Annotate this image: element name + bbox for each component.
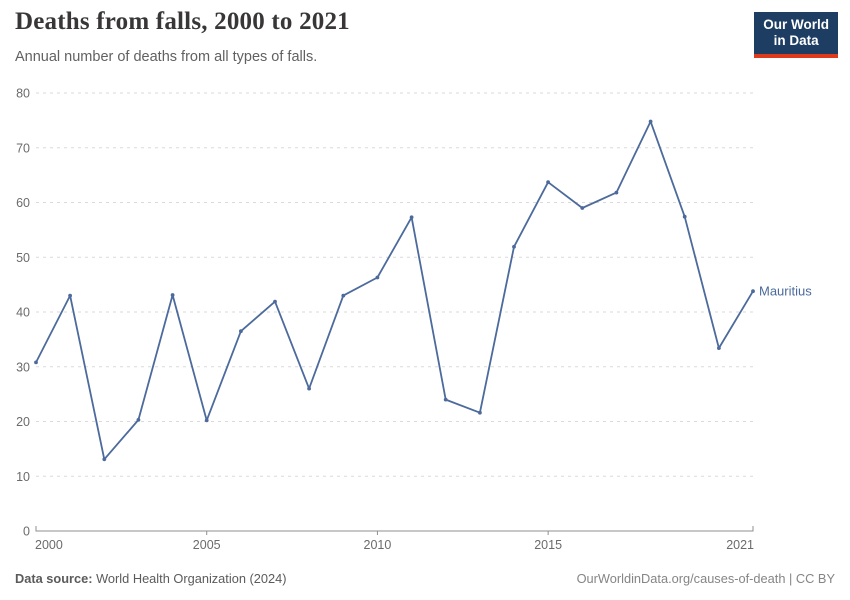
- data-point[interactable]: [239, 329, 243, 334]
- data-point[interactable]: [68, 293, 72, 298]
- data-point[interactable]: [443, 397, 448, 402]
- y-tick-label: 10: [16, 470, 30, 484]
- y-tick-label: 40: [16, 306, 30, 320]
- data-point[interactable]: [512, 244, 516, 249]
- chart-footer: Data source: World Health Organization (…: [15, 571, 835, 586]
- owid-logo-line2: in Data: [773, 33, 819, 49]
- data-point[interactable]: [478, 410, 482, 415]
- data-point[interactable]: [546, 180, 550, 185]
- data-point[interactable]: [648, 119, 653, 124]
- y-tick-label: 0: [23, 525, 30, 539]
- data-point[interactable]: [375, 275, 380, 280]
- x-tick-label: 2005: [193, 538, 221, 552]
- x-tick-label: 2000: [35, 538, 63, 552]
- y-tick-label: 80: [16, 87, 30, 101]
- source-text: World Health Organization (2024): [92, 571, 287, 586]
- data-point[interactable]: [204, 418, 209, 423]
- x-tick-label: 2010: [364, 538, 392, 552]
- footer-credit-link[interactable]: OurWorldinData.org/causes-of-death | CC …: [576, 571, 835, 586]
- y-tick-label: 30: [16, 360, 30, 374]
- x-tick-label: 2015: [534, 538, 562, 552]
- data-point[interactable]: [580, 206, 585, 210]
- page-title: Deaths from falls, 2000 to 2021: [15, 8, 350, 35]
- footer-source: Data source: World Health Organization (…: [15, 571, 286, 586]
- owid-logo[interactable]: Our World in Data: [754, 12, 838, 58]
- y-tick-label: 20: [16, 415, 30, 429]
- data-point[interactable]: [307, 386, 311, 391]
- y-tick-label: 70: [16, 141, 30, 155]
- data-point[interactable]: [409, 215, 414, 220]
- data-point[interactable]: [341, 293, 346, 298]
- data-point[interactable]: [682, 214, 687, 219]
- x-axis-line: [35, 526, 754, 532]
- data-point[interactable]: [717, 346, 721, 350]
- data-point[interactable]: [614, 190, 619, 195]
- x-tick-label: 2021: [726, 538, 754, 552]
- data-point[interactable]: [273, 299, 277, 304]
- data-point[interactable]: [34, 360, 38, 365]
- data-point[interactable]: [136, 418, 141, 422]
- owid-logo-line1: Our World: [763, 17, 829, 32]
- data-point[interactable]: [102, 457, 107, 462]
- y-tick-label: 50: [16, 251, 30, 265]
- source-label: Data source:: [15, 571, 93, 586]
- page-subtitle: Annual number of deaths from all types o…: [15, 49, 318, 65]
- data-point[interactable]: [170, 293, 175, 297]
- data-point[interactable]: [751, 289, 755, 294]
- series-label-mauritius[interactable]: Mauritius: [759, 284, 812, 299]
- data-line-mauritius[interactable]: [35, 120, 754, 461]
- chart-canvas[interactable]: 0 10 20 30 40 50 60 70 80 2000 2005 2010 2015 2021 Mau…: [0, 80, 850, 560]
- y-tick-label: 60: [16, 196, 30, 210]
